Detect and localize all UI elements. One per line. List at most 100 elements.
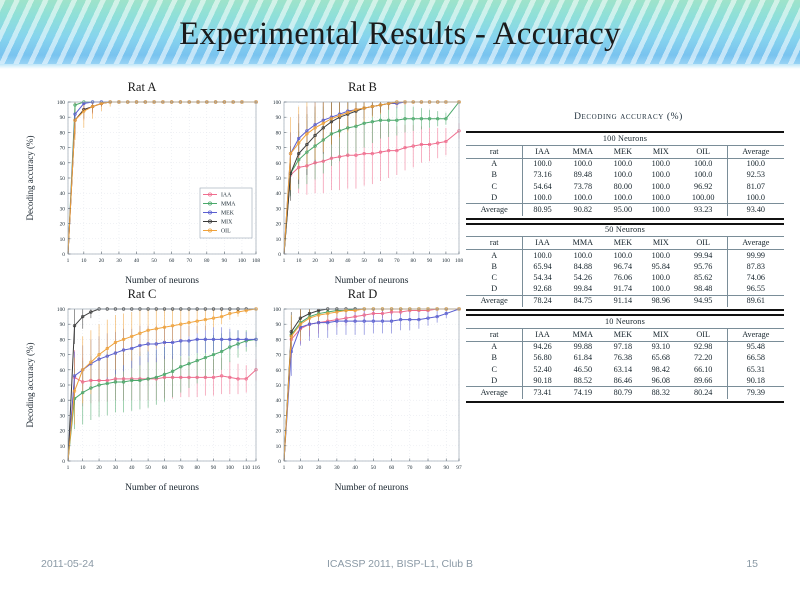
table-cell: C: [466, 272, 524, 284]
y-tick-label: 80: [60, 337, 66, 343]
table-group-label: 10 Neurons: [466, 314, 784, 329]
table-cell: 90.18: [533, 375, 552, 385]
y-tick-label: 80: [276, 130, 282, 136]
table-cell: 65.94: [533, 261, 552, 271]
table-cell: 89.48: [573, 170, 593, 180]
legend-label: MMA: [221, 202, 236, 208]
table-cell: MIX: [641, 236, 680, 251]
x-tick-label: 40: [134, 258, 140, 264]
table-cell: 88.32: [641, 386, 680, 399]
y-tick-label: 20: [60, 429, 66, 435]
table-cell: 65.31: [726, 364, 784, 376]
chart-series-line: [283, 101, 460, 255]
table-cell: B: [466, 169, 524, 181]
table-cell: MIX: [641, 145, 680, 159]
table-average-row: Average 80.95 90.82 95.00 100.0 93.23 93.40: [466, 203, 784, 216]
y-tick-label: 60: [60, 161, 66, 167]
y-tick-label: 10: [60, 237, 66, 243]
table-caption: Decoding accuracy (%): [574, 112, 683, 122]
table-cell: 74.06: [726, 272, 784, 284]
table-cell: 87.83: [726, 261, 784, 273]
y-tick-label: 100: [57, 100, 65, 106]
y-tick-label: 0: [62, 459, 65, 465]
table-cell: 56.80: [533, 353, 552, 363]
table-cell: 95.76: [693, 261, 713, 271]
table-cell: MEK: [603, 236, 642, 251]
table-cell: C: [466, 180, 524, 193]
chart-rat-a: Rat A 0 10 20 30 40 50 60 70 80 90 100 1 10 20 30 40 50 60…: [22, 80, 262, 288]
table-cell: 100.0: [693, 159, 713, 169]
legend-label: MEK: [221, 211, 235, 217]
table-cell: 100.00: [691, 192, 715, 202]
table-cell: Average: [726, 328, 784, 342]
y-tick-label: 60: [276, 368, 282, 374]
x-tick-label: 10: [296, 258, 302, 264]
x-tick-label: 50: [371, 465, 377, 471]
table-cell: Average: [726, 145, 784, 159]
table-cell: 46.50: [573, 364, 593, 374]
x-tick-label: 60: [389, 465, 395, 471]
x-tick-label: 80: [425, 465, 431, 471]
slide-footer: 2011-05-24 ICASSP 2011, BISP-L1, Club B …: [0, 558, 800, 584]
table-group-label: 50 Neurons: [466, 222, 784, 238]
x-tick-label: 10: [298, 465, 304, 471]
table-cell: 94.95: [679, 294, 728, 308]
table-cell: 73.78: [573, 181, 593, 191]
table-average-row: Average 78.24 84.75 91.14 98.96 94.95 89.61: [466, 294, 784, 308]
table-cell: 66.58: [726, 352, 784, 365]
table-cell: 94.26: [533, 342, 552, 352]
table-cell: 100.0: [613, 159, 633, 169]
accuracy-table: 100 Neurons rat IAA MMA MEK MIX OIL Average A 100…: [466, 130, 784, 403]
table-group-end: [466, 307, 784, 312]
table-cell: 85.62: [693, 273, 713, 283]
table-cell: 100.0: [573, 159, 593, 169]
x-tick-label: 40: [352, 465, 358, 471]
table-cell: OIL: [679, 236, 728, 251]
y-tick-label: 30: [60, 413, 66, 419]
y-tick-label: 50: [276, 383, 282, 389]
table-cell: 74.19: [561, 386, 604, 399]
x-tick-label: 40: [345, 258, 351, 264]
table-cell: 61.84: [573, 353, 593, 363]
table-cell: 80.95: [522, 203, 562, 216]
table-cell: 100.0: [573, 192, 593, 202]
x-tick-label: 1: [283, 258, 286, 264]
y-tick-label: 0: [278, 459, 281, 465]
table-cell: 100.0: [533, 250, 552, 260]
x-tick-label: 1: [67, 258, 70, 264]
x-tick-label: 80: [194, 465, 200, 471]
x-tick-label: 10: [80, 465, 86, 471]
table-group-end-cell: [466, 398, 784, 403]
table-cell: OIL: [679, 145, 728, 159]
x-tick-label: 90: [211, 465, 217, 471]
x-tick-label: 70: [187, 258, 193, 264]
table-cell: 100.0: [641, 203, 680, 216]
chart-gridlines: [283, 308, 460, 462]
x-tick-label: 30: [116, 258, 122, 264]
x-tick-label: 70: [407, 465, 413, 471]
x-tick-label: 50: [145, 465, 151, 471]
table-cell: 73.41: [522, 386, 562, 399]
slide-header-banner: Experimental Results - Accuracy: [0, 0, 800, 69]
table-group-end: [466, 215, 784, 220]
x-tick-label: 80: [411, 258, 417, 264]
x-tick-label: 20: [99, 258, 105, 264]
table-cell: 76.38: [613, 353, 633, 363]
table-group-end-cell: [466, 307, 784, 312]
y-tick-label: 90: [276, 115, 282, 121]
table-cell: 92.98: [693, 342, 713, 352]
table-cell: 84.88: [573, 261, 593, 271]
y-tick-label: 40: [60, 191, 66, 197]
x-tick-label: 30: [329, 258, 335, 264]
x-tick-label: 70: [178, 465, 184, 471]
table-average-row: Average 73.41 74.19 80.79 88.32 80.24 79.39: [466, 386, 784, 399]
x-tick-label: 70: [394, 258, 400, 264]
x-tick-label: 60: [169, 258, 175, 264]
x-axis-label: Number of neurons: [335, 275, 409, 286]
table-cell: 98.48: [693, 284, 713, 294]
table-cell: 80.00: [613, 181, 633, 191]
table-cell: 100.0: [533, 192, 552, 202]
y-tick-label: 80: [276, 337, 282, 343]
